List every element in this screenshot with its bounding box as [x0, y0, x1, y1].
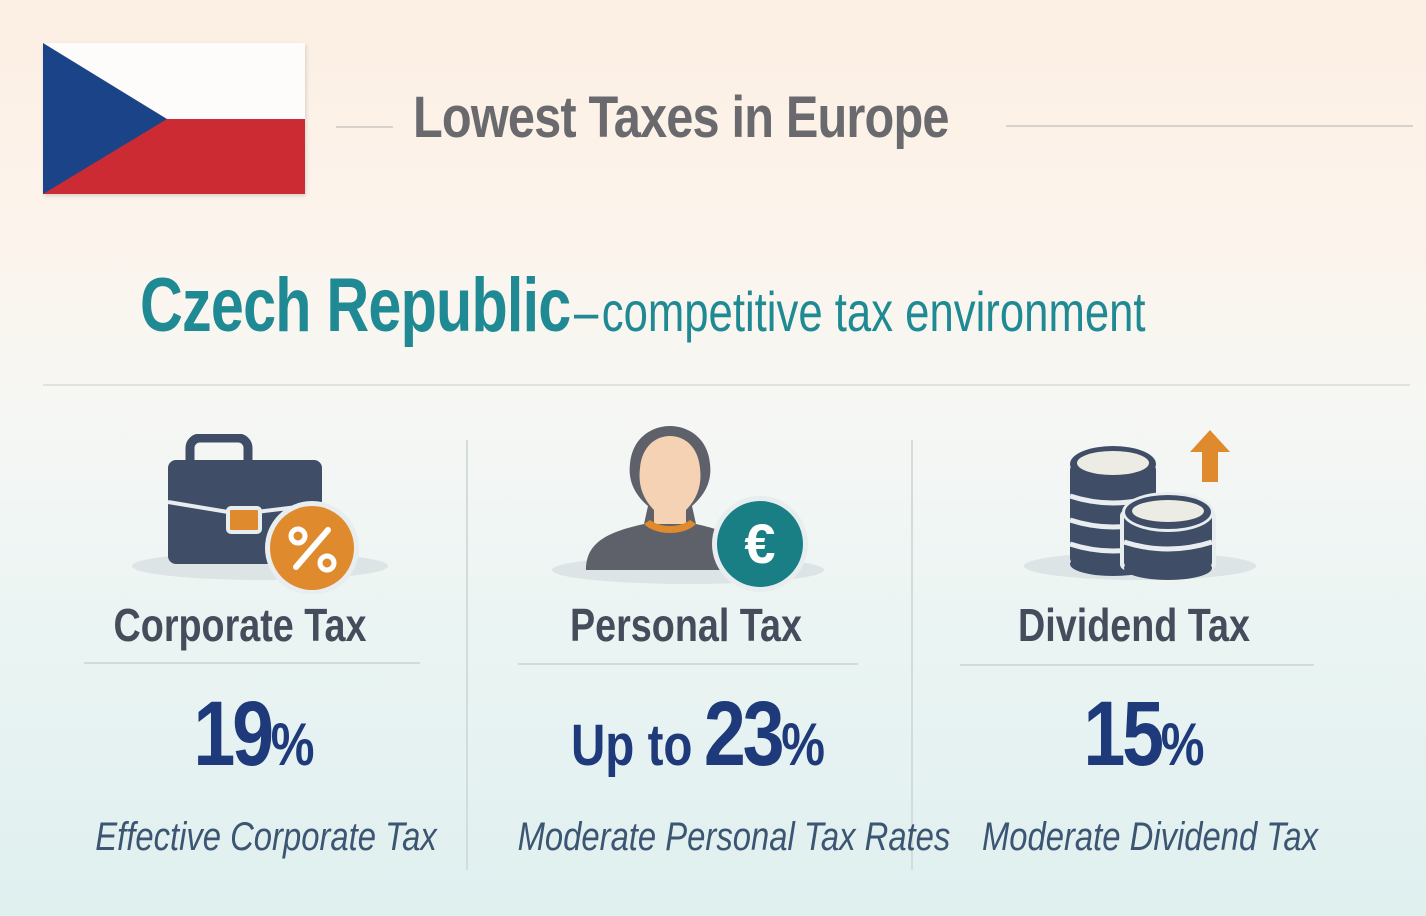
tax-rate-number: 23	[703, 683, 785, 785]
column-divider	[911, 440, 913, 870]
tax-caption: Moderate Personal Tax Rates	[517, 815, 951, 859]
person-euro-icon: €	[552, 426, 824, 592]
coins-arrow-up-icon	[1024, 430, 1256, 580]
tax-title-rule	[84, 662, 420, 664]
tax-title: Personal Tax	[569, 599, 803, 651]
tax-rate-percent: %	[1160, 711, 1205, 778]
tax-rate-percent: %	[270, 711, 315, 778]
briefcase-percent-icon	[132, 434, 388, 594]
subtitle-description: competitive tax environment	[601, 280, 1146, 343]
page-title: Lowest Taxes in Europe	[413, 85, 949, 150]
tax-card-personal: € Personal Tax Up to 23% Moderate Persona…	[468, 420, 951, 890]
czech-flag-icon	[43, 43, 305, 194]
tax-card-corporate: Corporate Tax 19% Effective Corporate Ta…	[30, 420, 470, 890]
tax-value: 15%	[964, 682, 1325, 787]
country-name: Czech Republic	[140, 263, 571, 348]
tax-value: Up to 23%	[518, 682, 879, 787]
tax-rate-number: 19	[193, 683, 274, 785]
tax-title-rule	[518, 663, 858, 665]
tax-rate-prefix: Up to	[570, 713, 693, 778]
tax-card-dividend: Dividend Tax 15% Moderate Dividend Tax	[914, 420, 1354, 890]
tax-title: Corporate Tax	[113, 599, 367, 651]
tax-title: Dividend Tax	[1018, 599, 1250, 651]
title-rule-right	[1006, 125, 1413, 127]
tax-value: 19%	[74, 682, 435, 787]
tax-title-rule	[960, 664, 1314, 666]
subtitle: Czech Republic – competitive tax environ…	[140, 262, 1146, 349]
tax-caption: Moderate Dividend Tax	[981, 815, 1319, 859]
tax-rate-percent: %	[781, 711, 826, 778]
column-divider	[466, 440, 468, 870]
svg-text:€: €	[744, 512, 775, 575]
tax-rate-number: 15	[1083, 683, 1164, 785]
tax-caption: Effective Corporate Tax	[95, 815, 437, 859]
title-rule-left	[336, 126, 393, 128]
subtitle-separator: –	[573, 280, 599, 343]
section-divider	[43, 384, 1410, 386]
